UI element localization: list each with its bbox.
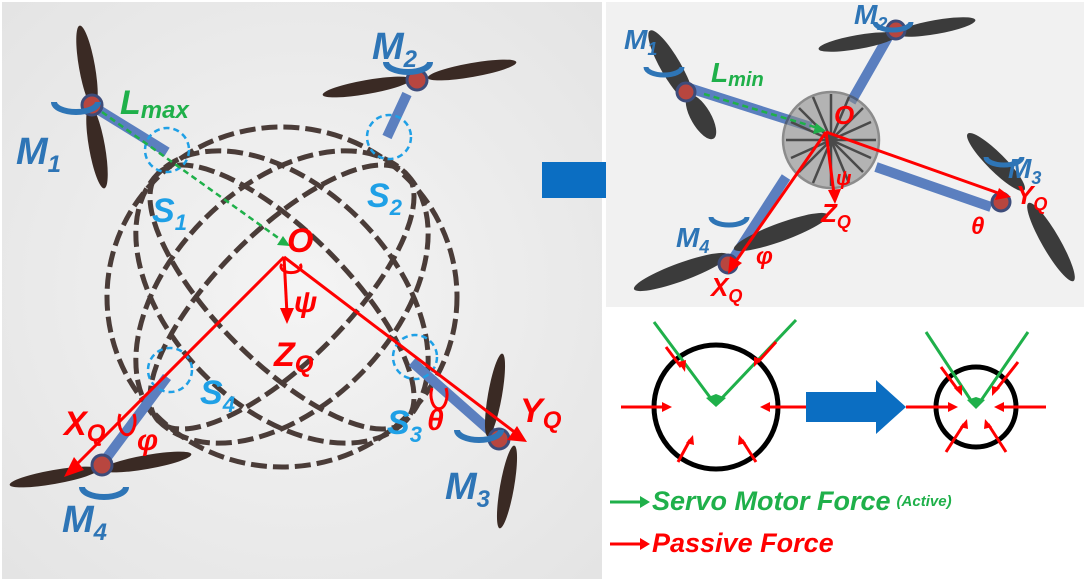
- lmax-arrowhead: [277, 236, 290, 246]
- body-axes: [732, 130, 1002, 265]
- y-axis-arrowhead: [995, 188, 1011, 200]
- expanding-sphere-frame: [104, 124, 460, 470]
- passive-force-arrows-expanded: [621, 340, 811, 463]
- zq-label: ZQ: [820, 198, 851, 232]
- sensor-markers: [143, 113, 439, 394]
- active-arrowhead: [706, 394, 726, 407]
- lmin-label: Lmin: [711, 57, 764, 91]
- y-axis-arrowhead: [507, 426, 527, 442]
- body-axes: [72, 255, 518, 469]
- passive-arrowheads-expanded: [662, 357, 770, 445]
- expanded-drone-illustration: M1 M2 M3 M4 S1 S2 S3 S4 Lmax O ψ θ φ XQ …: [2, 2, 602, 579]
- rotation-arrows: [643, 21, 1025, 228]
- compression-arrow: [806, 380, 906, 434]
- xq-label: XQ: [62, 405, 106, 447]
- rotation-arrows: [51, 61, 504, 500]
- rotation-arrows-red: [117, 263, 449, 437]
- sensor-label-1: S1: [152, 192, 187, 235]
- motor-label-2: M2: [372, 26, 418, 73]
- motor-label-4: M4: [676, 222, 709, 257]
- origin-label: O: [834, 100, 854, 130]
- lmax-arrow: [101, 110, 285, 244]
- green-arrow-icon: [610, 495, 650, 508]
- force-schematic: [606, 312, 1084, 502]
- passive-arrowheads-contracted: [948, 385, 1004, 429]
- force-schematic-diagram: [621, 318, 1046, 472]
- psi-label: ψ: [294, 286, 317, 319]
- motor-label-4: M4: [62, 499, 107, 546]
- zq-label: ZQ: [273, 336, 314, 378]
- z-axis-arrowhead: [280, 308, 294, 324]
- contracted-drone-illustration: M1 M2 M3 M4 Lmin O ψ θ φ XQ YQ ZQ: [606, 0, 1084, 307]
- origin-label: O: [287, 222, 313, 260]
- active-force-arrows-contracted: [924, 331, 1030, 403]
- legend-passive-label: Passive Force: [652, 528, 834, 558]
- theta-label: θ: [971, 213, 984, 240]
- legend: Servo Motor Force (Active) Passive Force: [608, 486, 1086, 576]
- xq-label: XQ: [709, 272, 742, 306]
- motor-label-1: M1: [624, 24, 657, 59]
- motor-label-3: M3: [1008, 153, 1041, 188]
- propellers: [9, 25, 518, 529]
- red-arrow-icon: [610, 537, 650, 550]
- sensor-label-2: S2: [367, 177, 403, 220]
- legend-passive-row: Passive Force: [608, 528, 834, 559]
- compact-sphere: [781, 90, 881, 190]
- contracted-drone-panel: M1 M2 M3 M4 Lmin O ψ θ φ XQ YQ ZQ: [606, 0, 1084, 307]
- legend-servo-label: Servo Motor Force: [652, 486, 891, 516]
- motor-label-2: M2: [854, 2, 887, 34]
- theta-label: θ: [427, 404, 444, 437]
- legend-servo-row: Servo Motor Force (Active): [608, 486, 952, 517]
- yq-label: YQ: [1016, 180, 1047, 214]
- lmax-label: Lmax: [120, 84, 190, 124]
- phi-label: φ: [756, 243, 773, 270]
- passive-force-arrows-contracted: [906, 361, 1046, 453]
- motor-label-3: M3: [445, 466, 491, 513]
- x-axis-arrowhead: [64, 457, 84, 477]
- psi-label: ψ: [836, 168, 852, 190]
- phi-label: φ: [137, 424, 158, 457]
- sensor-label-3: S3: [387, 404, 422, 447]
- yq-label: YQ: [520, 392, 562, 434]
- x-axis-arrowhead: [728, 256, 742, 274]
- motor-label-1: M1: [16, 131, 61, 178]
- sensor-label-4: S4: [200, 374, 235, 417]
- expanded-drone-panel: M1 M2 M3 M4 S1 S2 S3 S4 Lmax O ψ θ φ XQ …: [2, 2, 602, 579]
- active-arrowhead-small: [967, 397, 985, 409]
- z-axis-arrowhead: [828, 189, 841, 204]
- legend-servo-note: (Active): [896, 493, 952, 510]
- lmin-arrowhead: [813, 123, 826, 134]
